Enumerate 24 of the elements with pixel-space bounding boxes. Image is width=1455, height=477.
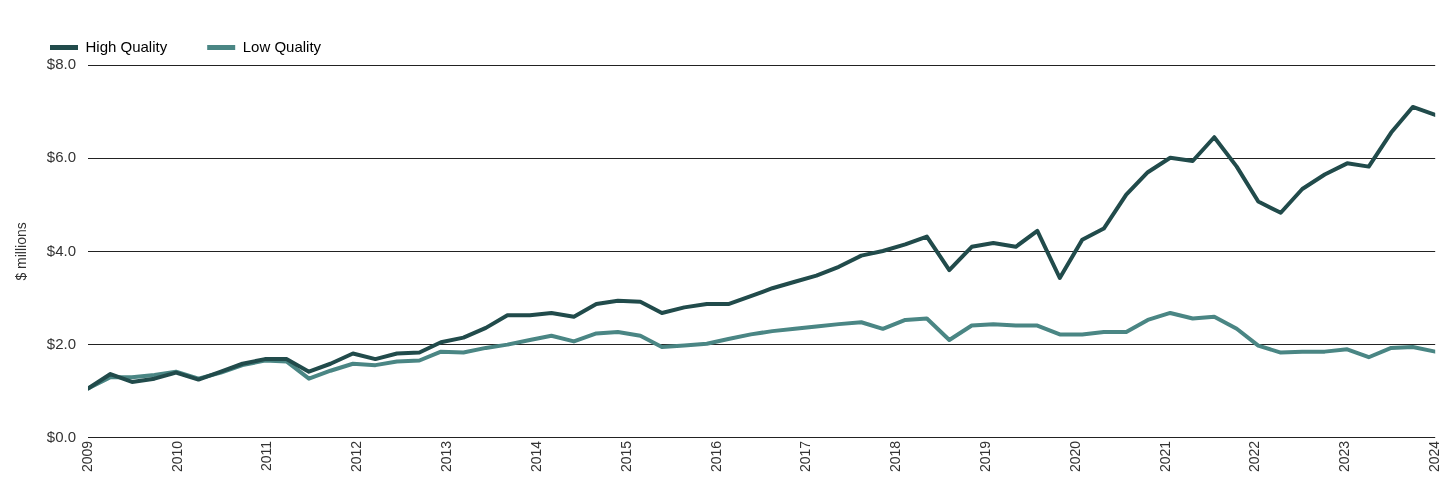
x-tick-label: 2015 xyxy=(617,440,634,473)
legend-label: Low Quality xyxy=(242,37,322,55)
x-tick-label: 2014 xyxy=(527,440,544,473)
x-tick-label: 2013 xyxy=(438,440,455,473)
x-tick-label: 2020 xyxy=(1066,440,1083,473)
x-tick-label: 2009 xyxy=(78,440,95,473)
x-tick-label: 2010 xyxy=(168,440,185,473)
y-tick-label: $6.0 xyxy=(46,148,76,166)
legend-label: High Quality xyxy=(85,37,168,55)
x-tick-label: 2019 xyxy=(976,440,993,473)
x-tick-label: 2018 xyxy=(887,440,904,473)
x-tick-label: 2012 xyxy=(348,440,365,473)
y-tick-label: $8.0 xyxy=(46,55,76,73)
x-tick-label: 2022 xyxy=(1246,440,1263,473)
x-tick-label: 2016 xyxy=(707,440,724,473)
x-tick-label: 2024 xyxy=(1426,440,1443,473)
y-tick-label: $2.0 xyxy=(46,334,76,352)
y-axis-title: $ millions xyxy=(13,222,30,281)
x-tick-label: 2023 xyxy=(1336,440,1353,473)
y-tick-label: $4.0 xyxy=(46,241,76,259)
x-tick-label: 2021 xyxy=(1156,440,1173,473)
x-tick-label: 2017 xyxy=(797,440,814,473)
x-tick-label: 2011 xyxy=(258,440,275,471)
y-tick-label: $0.0 xyxy=(46,428,76,445)
